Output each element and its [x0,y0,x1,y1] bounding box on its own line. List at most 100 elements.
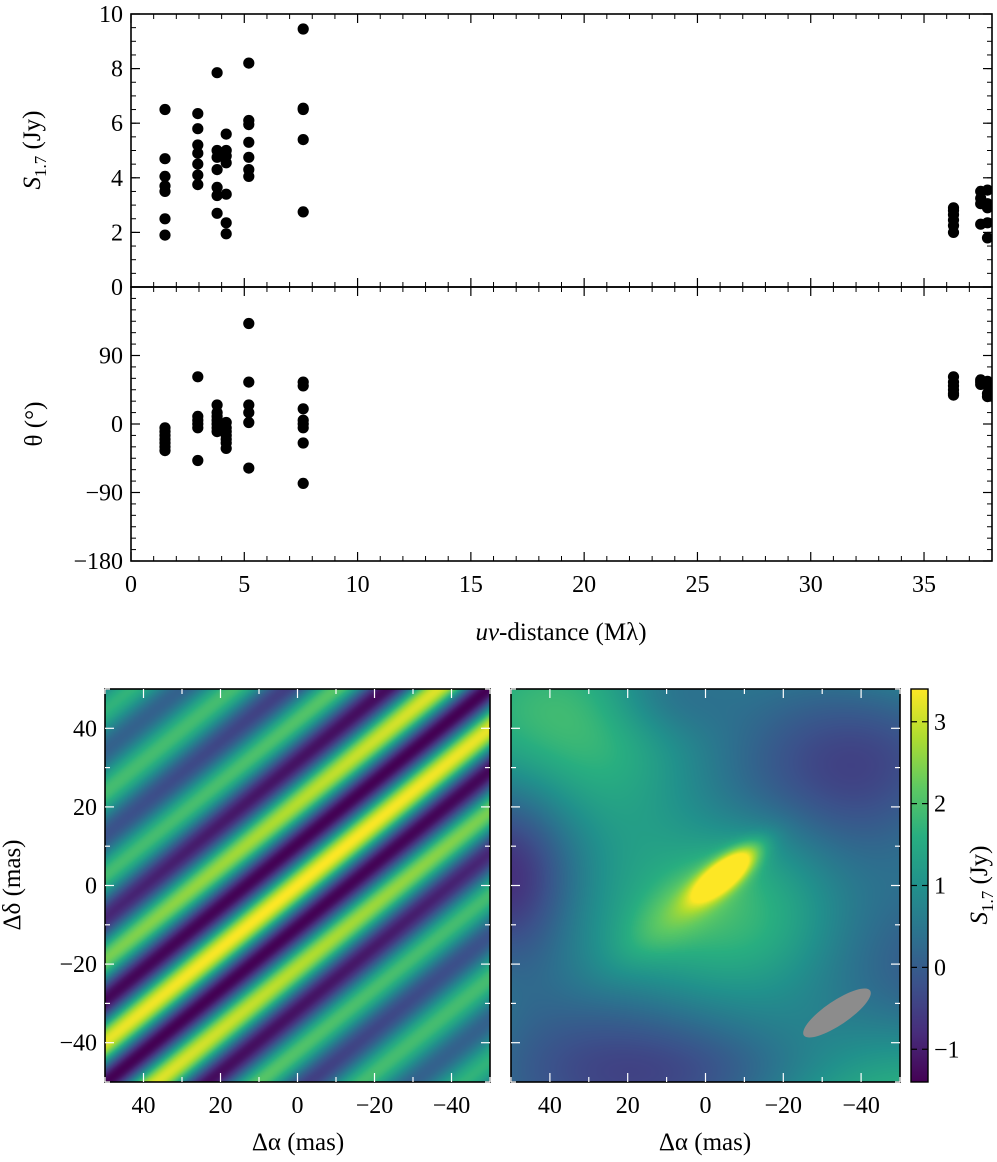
x-tick-label: 40 [132,1093,156,1119]
data-point [159,153,171,165]
flux-ylabel: S1.7 (Jy) [19,111,50,190]
dirty-xlabel: Δα (mas) [252,1129,344,1156]
x-tick-label: 0 [125,572,137,598]
x-tick-label: 35 [912,572,936,598]
angle-ticks: −180 −90 0 90 0 5 10 15 20 25 30 35 [73,286,993,598]
data-point [192,158,204,170]
x-tick-label: −40 [433,1093,471,1119]
x-tick-label: 30 [799,572,823,598]
data-point [192,108,204,120]
data-point [297,23,309,35]
data-point [192,139,204,151]
data-point [297,403,309,415]
angle-ylabel: θ (°) [21,402,48,447]
colorbar-tick-label: 3 [934,710,946,736]
dirty-map-ticks: 40 20 0 −20 −40 40 20 0 −20 −40 [59,688,491,1119]
data-point [192,123,204,135]
colorbar-tick-label: 0 [934,955,946,981]
data-point [192,422,204,434]
data-point [947,389,960,401]
data-point [211,151,223,163]
data-point [243,462,255,474]
clean-xlabel: Δα (mas) [659,1129,751,1156]
y-tick-label: 90 [99,344,123,370]
y-tick-label: −20 [59,952,97,978]
y-tick-label: −180 [73,549,123,575]
data-point [243,170,255,182]
data-point [211,189,223,202]
data-point [220,228,232,240]
y-tick-label: 0 [111,412,123,438]
angle-panel: −180 −90 0 90 0 5 10 15 20 25 30 35 θ (°) uv-distan… [21,286,993,646]
data-point [243,136,255,148]
flux-panel: 0 2 4 6 8 10 S1.7 (Jy) [19,2,993,301]
data-point [211,181,223,193]
data-point [297,380,309,392]
x-tick-label: 20 [616,1093,640,1119]
x-tick-label: 40 [538,1093,562,1119]
y-tick-label: 6 [111,111,123,137]
colorbar: −1 0 1 2 3 S1.7 (Jy) [910,688,997,1083]
data-point [220,217,232,229]
dirty-map-image [105,689,490,1082]
data-point [159,185,171,197]
colorbar-label: S1.7 (Jy) [966,846,997,925]
colorbar-ticks: −1 0 1 2 3 [911,710,960,1063]
y-tick-label: 40 [73,716,97,742]
x-tick-label: −40 [842,1093,880,1119]
data-point [297,134,309,146]
data-point [243,416,255,429]
colorbar-fill [911,689,928,1082]
data-point [297,422,309,434]
data-point [981,217,992,229]
data-point [159,103,171,116]
data-point [192,147,204,159]
data-point [243,317,255,330]
x-tick-label: −20 [356,1093,394,1119]
data-point [220,188,232,200]
x-tick-label: −20 [765,1093,803,1119]
data-point [243,119,255,131]
data-point [159,229,171,241]
data-point [220,157,232,169]
data-point [981,184,992,196]
data-point [243,57,255,69]
angle-panel-frame [130,286,993,562]
y-tick-label: −90 [85,481,123,507]
data-point [192,169,204,181]
x-tick-label: 20 [572,572,596,598]
data-point [297,206,309,218]
data-point [159,213,171,225]
data-point [243,376,255,388]
colorbar-tick-label: 2 [934,792,946,818]
data-point [220,128,232,140]
clean-map-panel: 40 20 0 −20 −40 Δα (mas) [510,688,901,1156]
data-point [981,391,992,403]
x-tick-label: 5 [238,572,250,598]
x-tick-label: 20 [209,1093,233,1119]
data-point [947,226,960,238]
data-point [211,67,223,79]
uv-xlabel: uv-distance (Mλ) [475,619,646,646]
data-point [243,151,255,163]
y-tick-label: 4 [111,166,123,192]
y-tick-label: 0 [85,874,97,900]
y-tick-label: 0 [111,275,123,301]
data-point [192,179,204,191]
data-point [211,426,223,438]
x-tick-label: 15 [459,572,483,598]
data-point [192,371,204,383]
x-tick-label: 10 [346,572,370,598]
flux-panel-frame [130,13,993,288]
data-point [981,232,992,244]
data-point [297,437,309,449]
data-point [211,164,223,176]
y-tick-label: −40 [59,1031,97,1057]
data-point [159,170,171,182]
data-point [192,454,204,467]
clean-map-ticks: 40 20 0 −20 −40 [510,688,901,1119]
colorbar-tick-label: −1 [934,1037,960,1063]
data-point [297,103,309,116]
data-point [211,207,223,219]
